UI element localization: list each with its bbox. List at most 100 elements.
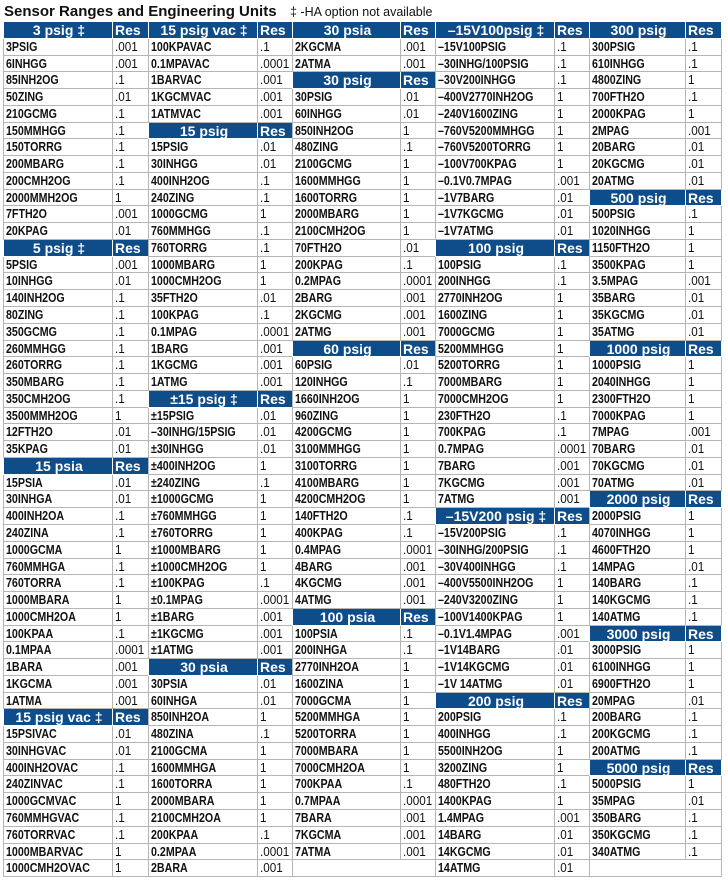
unit-range-label: 700KPAG: [438, 424, 486, 440]
range-group-title: 3 psig ‡: [3, 22, 112, 38]
unit-range-cell: 7000MBARG: [435, 374, 554, 390]
resolution-value: 1: [688, 223, 695, 239]
unit-range-label: 60INHGG: [295, 105, 342, 121]
table-row: 7000GCMA 1: [292, 692, 435, 710]
unit-range-label: 1600MMHGA: [151, 759, 217, 775]
unit-range-cell: 2ATMG: [292, 323, 400, 340]
resolution-value: 1: [557, 89, 564, 105]
range-group-label: 500 psig: [610, 189, 667, 206]
resolution-cell: .1: [112, 625, 148, 642]
table-row: 60INHGG .01: [292, 105, 435, 123]
table-row: 15PSIA .01: [3, 474, 148, 492]
unit-range-label: 60INHGA: [151, 692, 198, 708]
unit-range-cell: 4600FTH2O: [589, 541, 685, 558]
unit-range-cell: 1400KPAG: [435, 793, 554, 809]
range-group-title: 30 psig: [292, 72, 400, 88]
unit-range-cell: 5200MMHGA: [292, 709, 400, 726]
table-row: 3500KPAG 1: [589, 256, 722, 274]
resolution-cell: 1: [400, 189, 435, 206]
unit-range-label: –1V14KGCMG: [438, 659, 510, 675]
resolution-value: 1: [403, 742, 410, 758]
resolution-value: .1: [115, 172, 125, 188]
table-row: 2KGCMG .001: [292, 307, 435, 324]
table-row: 5000PSIG 1: [589, 776, 722, 794]
unit-range-label: 1ATMVAC: [151, 105, 201, 121]
unit-range-label: 150TORRG: [6, 139, 63, 155]
unit-range-label: 35MPAG: [592, 793, 636, 809]
resolution-value: 1: [688, 524, 695, 540]
unit-range-label: –1V14BARG: [438, 642, 501, 658]
range-column-4: –15V100psig ‡ Res –15V100PSIG .1 –30INHG/100…: [435, 22, 589, 878]
resolution-value: .01: [260, 692, 277, 708]
unit-range-label: 100KPAA: [6, 625, 54, 641]
resolution-cell: .001: [400, 307, 435, 323]
resolution-value: .1: [688, 742, 698, 758]
resolution-cell: 1: [257, 457, 292, 474]
resolution-cell: .1: [685, 38, 722, 55]
unit-range-label: 350CMH2OG: [6, 390, 71, 406]
unit-range-label: 20ATMG: [592, 172, 635, 188]
resolution-value: .1: [260, 307, 270, 323]
unit-range-cell: 240ZING: [148, 189, 257, 206]
table-row: 260TORRG .1: [3, 357, 148, 375]
resolution-cell: 1: [257, 541, 292, 558]
unit-range-label: 4800ZING: [592, 72, 642, 88]
range-group-header: 2000 psig Res: [589, 491, 722, 509]
range-group-title: 15 psia: [3, 457, 112, 474]
resolution-value: .1: [403, 508, 413, 524]
table-row: 20KPAG .01: [3, 223, 148, 240]
res-header: Res: [400, 340, 435, 357]
unit-range-cell: 760TORRG: [148, 239, 257, 256]
unit-range-label: –1V7BARG: [438, 189, 495, 205]
range-group-label: 30 psig: [323, 72, 372, 89]
resolution-cell: .01: [685, 558, 722, 575]
table-row: 1000CMH2OA 1: [3, 608, 148, 626]
unit-range-cell: 2100CMH2OG: [292, 223, 400, 239]
unit-range-label: 210GCMG: [6, 105, 57, 121]
res-header: Res: [112, 239, 148, 256]
unit-range-cell: 1BARG: [148, 340, 257, 357]
table-row: 14KGCMG .01: [435, 843, 589, 861]
resolution-value: 1: [557, 323, 564, 339]
unit-range-cell: 350CMH2OG: [3, 390, 112, 407]
table-row: ±760TORRG 1: [148, 524, 292, 542]
resolution-cell: .001: [400, 290, 435, 307]
table-row: 7000CMH2OA 1: [292, 759, 435, 777]
range-group-label: 30 psia: [323, 22, 372, 38]
resolution-cell: 1: [400, 441, 435, 457]
resolution-cell: .01: [554, 223, 589, 239]
range-column-3: 30 psia Res 2KGCMA .001 2ATMA .001 30 psig Res 3…: [292, 22, 435, 878]
unit-range-cell: 1600MMHGA: [148, 759, 257, 776]
unit-range-label: –15V100PSIG: [438, 38, 507, 54]
table-row: 2100GCMA 1: [148, 742, 292, 760]
unit-range-label: 30INHGVAC: [6, 742, 67, 758]
unit-range-cell: 610INHGG: [589, 55, 685, 72]
resolution-value: .01: [260, 290, 277, 306]
resolution-cell: .1: [112, 826, 148, 843]
resolution-value: 1: [688, 105, 695, 121]
unit-range-label: 6INHGG: [6, 55, 47, 71]
unit-range-cell: –100V1400KPAG: [435, 608, 554, 625]
resolution-value: .1: [115, 374, 125, 390]
unit-range-label: 14ATMG: [438, 860, 481, 876]
unit-range-label: 5200TORRA: [295, 726, 357, 742]
table-row: 2ATMG .001: [292, 323, 435, 341]
table-row: 30INHGA .01: [3, 491, 148, 509]
unit-range-label: 15PSIA: [6, 474, 43, 490]
unit-range-label: 0.1MPAVAC: [151, 55, 210, 71]
resolution-cell: 1: [400, 659, 435, 675]
resolution-cell: .01: [112, 273, 148, 290]
resolution-cell: .1: [400, 374, 435, 390]
table-row: 140INH2OG .1: [3, 290, 148, 308]
unit-range-cell: 140INH2OG: [3, 290, 112, 307]
unit-range-label: 1KGCMG: [151, 357, 198, 373]
unit-range-cell: 200PSIG: [435, 709, 554, 726]
resolution-cell: .1: [112, 323, 148, 340]
resolution-value: .01: [115, 441, 132, 457]
resolution-value: .1: [557, 72, 567, 88]
table-row: 2300FTH2O 1: [589, 390, 722, 408]
resolution-cell: 1: [554, 139, 589, 156]
table-row: 35KPAG .01: [3, 441, 148, 458]
unit-range-cell: 35MPAG: [589, 793, 685, 809]
resolution-cell: .0001: [257, 843, 292, 860]
